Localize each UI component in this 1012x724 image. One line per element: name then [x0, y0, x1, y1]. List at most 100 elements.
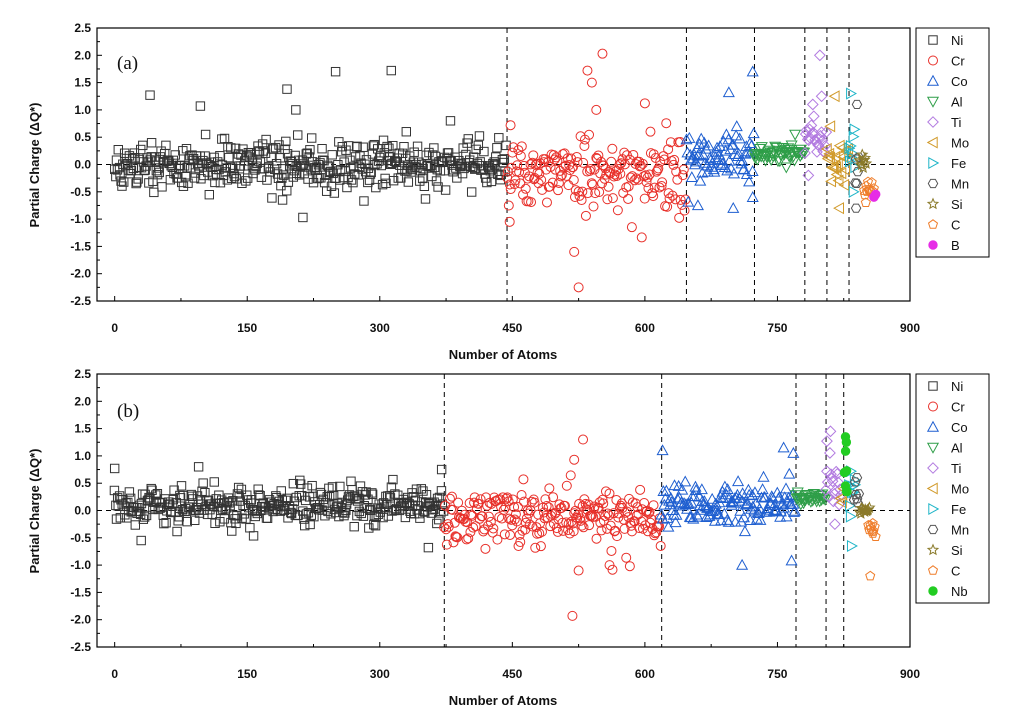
data-point — [631, 173, 642, 184]
series-cr — [439, 434, 666, 621]
x-tick-label: 600 — [635, 321, 655, 335]
data-point — [824, 151, 836, 164]
data-point — [483, 511, 494, 522]
data-point — [626, 222, 637, 233]
data-point — [580, 210, 591, 221]
data-point — [637, 158, 648, 169]
data-point — [813, 49, 826, 62]
data-point — [602, 508, 613, 519]
data-point — [688, 158, 702, 170]
data-point — [512, 501, 523, 512]
data-point — [779, 482, 793, 494]
data-point — [856, 148, 869, 161]
data-point — [433, 182, 443, 192]
x-tick-label: 900 — [900, 321, 920, 335]
data-point — [496, 501, 507, 512]
data-point — [501, 493, 512, 504]
data-point — [684, 511, 697, 523]
data-point — [809, 134, 822, 146]
data-point — [697, 149, 710, 161]
data-point — [310, 163, 320, 173]
data-point — [586, 77, 597, 88]
data-point — [589, 164, 600, 175]
y-tick-label: 0.0 — [74, 158, 91, 172]
data-point — [748, 486, 761, 498]
data-point — [695, 483, 708, 495]
data-point — [788, 155, 801, 167]
data-point — [788, 504, 801, 516]
data-point — [454, 155, 464, 166]
data-point — [236, 484, 247, 495]
data-point — [141, 510, 152, 521]
data-point — [214, 490, 224, 500]
data-point — [317, 144, 327, 154]
data-point — [225, 500, 235, 511]
data-point — [523, 508, 534, 519]
legend-label: Si — [951, 197, 963, 212]
data-point — [746, 500, 759, 512]
y-tick-label: 2.5 — [74, 367, 91, 381]
data-point — [746, 65, 759, 77]
data-point — [536, 174, 547, 185]
data-point — [653, 163, 664, 174]
data-point — [434, 492, 445, 503]
data-point — [743, 137, 756, 149]
data-point — [339, 157, 349, 167]
data-point — [307, 480, 317, 491]
data-point — [431, 176, 442, 186]
legend-marker — [928, 35, 938, 45]
data-point — [487, 527, 498, 538]
data-point — [174, 512, 184, 522]
data-point — [518, 474, 529, 485]
data-point — [734, 504, 747, 516]
series-c — [863, 517, 881, 581]
data-point — [582, 188, 593, 199]
data-point — [195, 101, 206, 111]
data-point — [736, 487, 749, 499]
data-point — [669, 154, 680, 165]
y-tick-label: 1.5 — [74, 76, 91, 90]
data-point — [282, 84, 292, 94]
data-point — [223, 141, 233, 152]
legend-marker — [927, 524, 939, 535]
data-point — [157, 182, 167, 192]
data-point — [334, 137, 344, 147]
legend-marker — [928, 586, 938, 596]
data-point — [756, 483, 769, 495]
data-point — [382, 141, 392, 152]
data-point — [248, 531, 259, 541]
data-point — [736, 558, 749, 570]
data-point — [851, 494, 863, 504]
data-point — [241, 176, 251, 186]
x-tick-label: 750 — [767, 321, 787, 335]
x-tick-label: 0 — [111, 667, 118, 681]
panel-a-y-axis-title: Partial Charge (ΔQ*) — [27, 103, 42, 228]
data-point — [766, 148, 779, 160]
data-point — [816, 134, 829, 147]
y-tick-label: 2.0 — [74, 48, 91, 62]
data-point — [378, 135, 389, 146]
data-point — [479, 146, 489, 157]
data-point — [541, 197, 552, 208]
data-point — [615, 168, 626, 179]
data-point — [446, 491, 457, 502]
data-point — [721, 483, 734, 495]
data-point — [502, 492, 513, 503]
data-point — [276, 180, 286, 191]
data-point — [318, 155, 328, 165]
data-point — [365, 169, 376, 179]
data-point — [642, 172, 653, 183]
data-point — [776, 497, 790, 509]
data-point — [423, 497, 434, 508]
data-point — [200, 129, 211, 140]
legend-label: C — [951, 218, 960, 233]
data-point — [669, 516, 682, 528]
data-point — [507, 147, 518, 158]
data-point — [851, 473, 863, 483]
data-point — [303, 174, 313, 184]
data-point — [740, 168, 753, 179]
data-point — [431, 500, 441, 510]
legend-marker — [926, 136, 938, 149]
data-point — [659, 154, 670, 165]
